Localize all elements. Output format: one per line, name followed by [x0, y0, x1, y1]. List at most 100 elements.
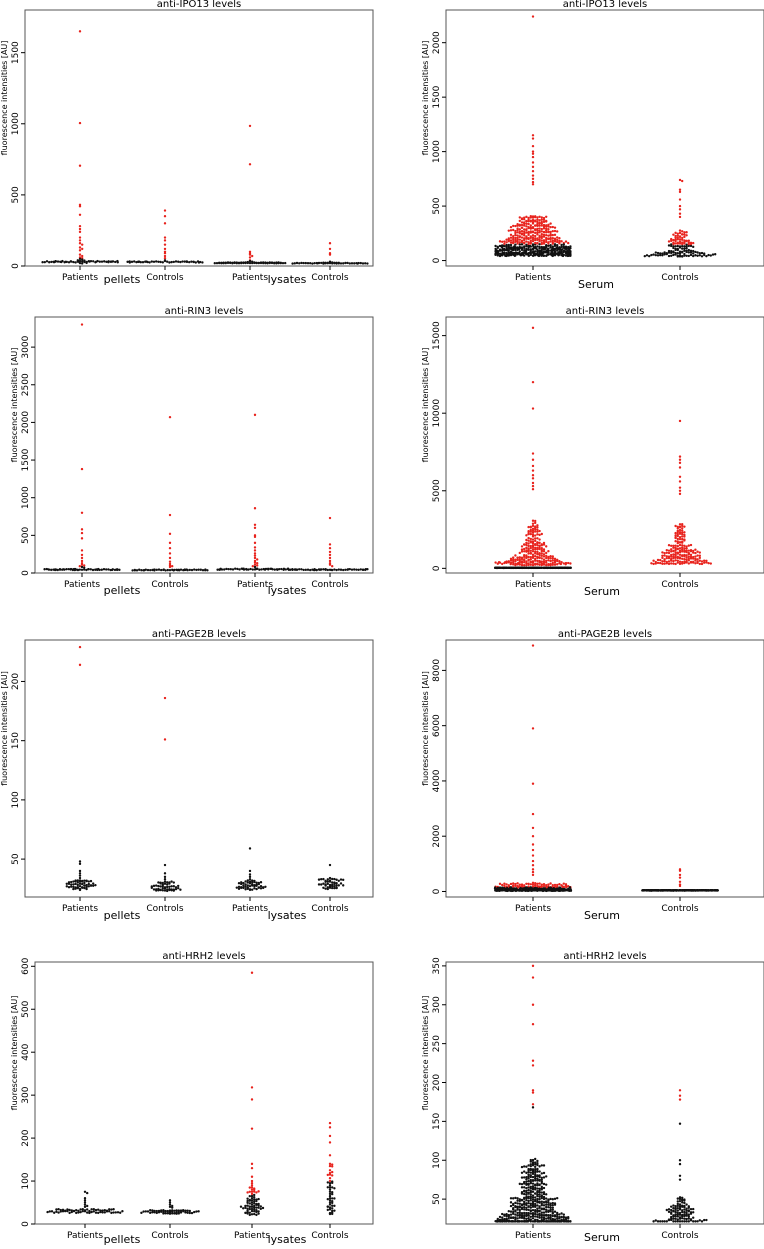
data-point	[534, 1168, 537, 1171]
data-point-high	[564, 563, 567, 566]
data-point-high	[547, 883, 550, 886]
data-point	[556, 252, 559, 255]
data-point-high	[523, 884, 526, 887]
data-point	[101, 1211, 104, 1214]
data-point	[528, 244, 532, 248]
data-point-high	[661, 562, 664, 565]
data-point	[179, 260, 182, 264]
data-point	[652, 1220, 655, 1223]
data-point	[81, 260, 84, 263]
data-point	[157, 568, 161, 571]
data-point	[92, 1208, 96, 1211]
data-point-high	[514, 882, 517, 886]
data-point	[250, 1205, 254, 1209]
data-point	[529, 249, 532, 253]
data-point	[148, 261, 151, 264]
data-point-high	[523, 224, 526, 227]
data-point	[678, 252, 682, 255]
data-point-high	[549, 225, 552, 229]
data-point-high	[531, 883, 535, 886]
data-point	[78, 869, 82, 873]
data-point	[270, 261, 274, 265]
data-point-high	[518, 219, 521, 223]
data-point	[235, 886, 238, 889]
data-point-high	[678, 556, 682, 559]
data-point	[520, 1220, 524, 1223]
data-point	[135, 569, 139, 572]
data-point	[672, 1206, 675, 1210]
data-point	[250, 1197, 254, 1200]
data-point	[564, 247, 568, 251]
data-point	[298, 262, 301, 265]
data-point	[687, 251, 690, 254]
data-point	[683, 254, 686, 257]
data-point-high	[683, 549, 686, 552]
data-point	[527, 1201, 530, 1205]
data-point-high	[674, 524, 677, 528]
data-point-high	[534, 231, 537, 235]
data-point-high	[328, 242, 332, 245]
data-point-high	[514, 563, 517, 567]
data-point	[531, 1168, 535, 1171]
data-point-high	[509, 225, 513, 229]
data-point	[538, 1198, 541, 1201]
data-point	[549, 1204, 552, 1207]
data-point	[678, 1213, 682, 1216]
data-point-high	[676, 541, 679, 545]
data-point	[328, 1186, 332, 1189]
data-point	[672, 246, 675, 250]
chart-title: anti-HRH2 levels	[563, 951, 646, 962]
data-point	[540, 1195, 543, 1198]
data-point	[531, 1214, 535, 1218]
data-point-high	[674, 548, 677, 552]
data-point-high	[523, 563, 526, 567]
data-point-high	[523, 550, 526, 553]
data-point	[177, 886, 180, 890]
data-point	[531, 889, 534, 892]
data-point	[43, 260, 46, 264]
data-point-high	[527, 882, 530, 886]
data-point-high	[163, 243, 167, 246]
data-point	[85, 885, 88, 889]
data-point-high	[503, 240, 506, 243]
data-point-high	[531, 527, 535, 531]
data-point	[177, 260, 180, 263]
data-point-high	[674, 242, 677, 245]
data-point-high	[538, 234, 541, 238]
data-point-high	[520, 550, 524, 553]
y-tick-label: 100	[21, 1172, 31, 1189]
data-point	[326, 1181, 329, 1184]
data-point	[672, 1209, 675, 1212]
data-point-high	[529, 546, 532, 550]
data-point	[688, 889, 691, 892]
data-point-high	[685, 547, 688, 550]
data-point	[70, 880, 73, 884]
data-point-high	[536, 552, 539, 556]
data-point	[342, 262, 345, 265]
x-tick-label: Patients	[232, 273, 268, 283]
data-point	[259, 884, 263, 888]
data-point	[87, 885, 91, 888]
data-point-high	[674, 536, 677, 540]
data-point	[164, 1210, 167, 1213]
data-point	[150, 885, 153, 888]
data-point-high	[678, 198, 682, 201]
data-point-high	[663, 562, 666, 565]
data-point	[667, 254, 671, 258]
data-point	[551, 245, 554, 248]
data-point	[529, 1171, 532, 1174]
data-point-high	[542, 235, 546, 238]
data-point-high	[531, 964, 535, 968]
data-point-high	[78, 249, 82, 252]
data-point	[523, 1189, 526, 1193]
data-point	[554, 566, 557, 570]
data-point-high	[705, 559, 708, 563]
data-point	[525, 886, 529, 889]
data-point	[496, 245, 499, 249]
data-point	[516, 252, 519, 255]
data-point	[81, 1208, 85, 1211]
data-point-high	[531, 230, 535, 233]
data-point	[700, 251, 704, 255]
data-point	[511, 566, 514, 570]
data-point	[100, 568, 104, 571]
